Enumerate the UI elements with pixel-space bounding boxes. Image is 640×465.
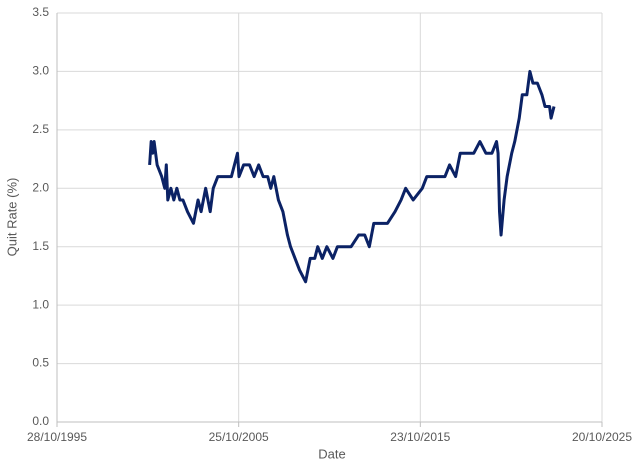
y-tick-label: 2.5 <box>32 122 49 136</box>
y-tick-label: 1.0 <box>32 297 49 311</box>
x-tick-label: 28/10/1995 <box>27 430 87 444</box>
y-tick-label: 0.5 <box>32 356 49 370</box>
y-tick-label: 3.0 <box>32 64 49 78</box>
y-tick-label: 1.5 <box>32 239 49 253</box>
y-tick-label: 2.0 <box>32 180 49 194</box>
y-tick-label: 0.0 <box>32 414 49 428</box>
y-axis-label: Quit Rate (%) <box>4 178 19 257</box>
x-tick-label: 23/10/2015 <box>390 430 450 444</box>
x-tick-label: 20/10/2025 <box>572 430 632 444</box>
series-line <box>148 69 556 284</box>
x-axis-label: Date <box>318 446 345 461</box>
y-tick-label: 3.5 <box>32 5 49 19</box>
x-tick-label: 25/10/2005 <box>209 430 269 444</box>
